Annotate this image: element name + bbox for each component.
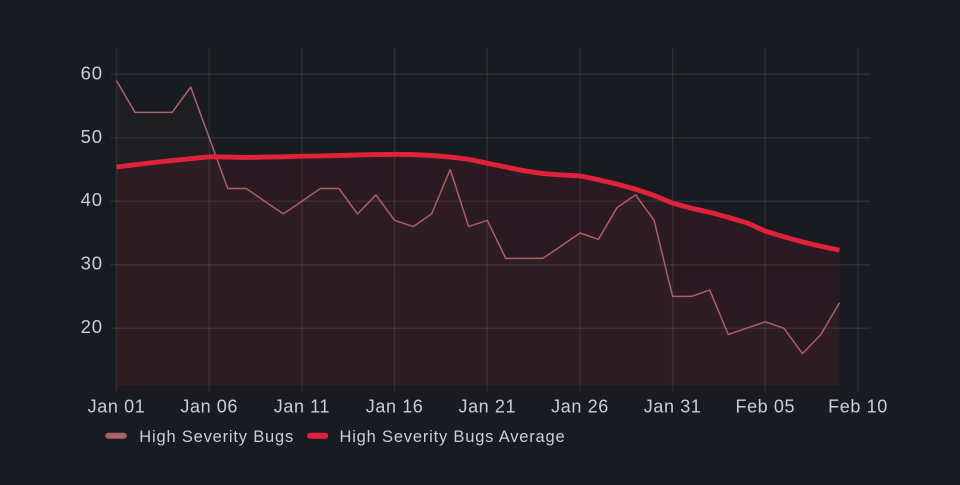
svg-text:Jan 11: Jan 11 (274, 397, 330, 417)
svg-text:Jan 21: Jan 21 (458, 397, 516, 417)
svg-text:High Severity Bugs Average: High Severity Bugs Average (340, 428, 566, 446)
svg-text:Feb 05: Feb 05 (735, 397, 795, 417)
svg-text:Jan 26: Jan 26 (551, 397, 609, 417)
svg-text:40: 40 (81, 189, 103, 210)
svg-text:High Severity Bugs: High Severity Bugs (139, 428, 294, 446)
svg-text:Feb 10: Feb 10 (828, 397, 888, 417)
svg-text:60: 60 (81, 62, 103, 83)
svg-text:Jan 01: Jan 01 (88, 397, 146, 417)
svg-text:30: 30 (81, 253, 103, 274)
svg-text:Jan 06: Jan 06 (180, 397, 238, 417)
svg-text:50: 50 (81, 126, 103, 147)
svg-text:Jan 16: Jan 16 (366, 397, 424, 417)
svg-text:20: 20 (81, 316, 103, 337)
svg-text:Jan 31: Jan 31 (644, 397, 702, 417)
